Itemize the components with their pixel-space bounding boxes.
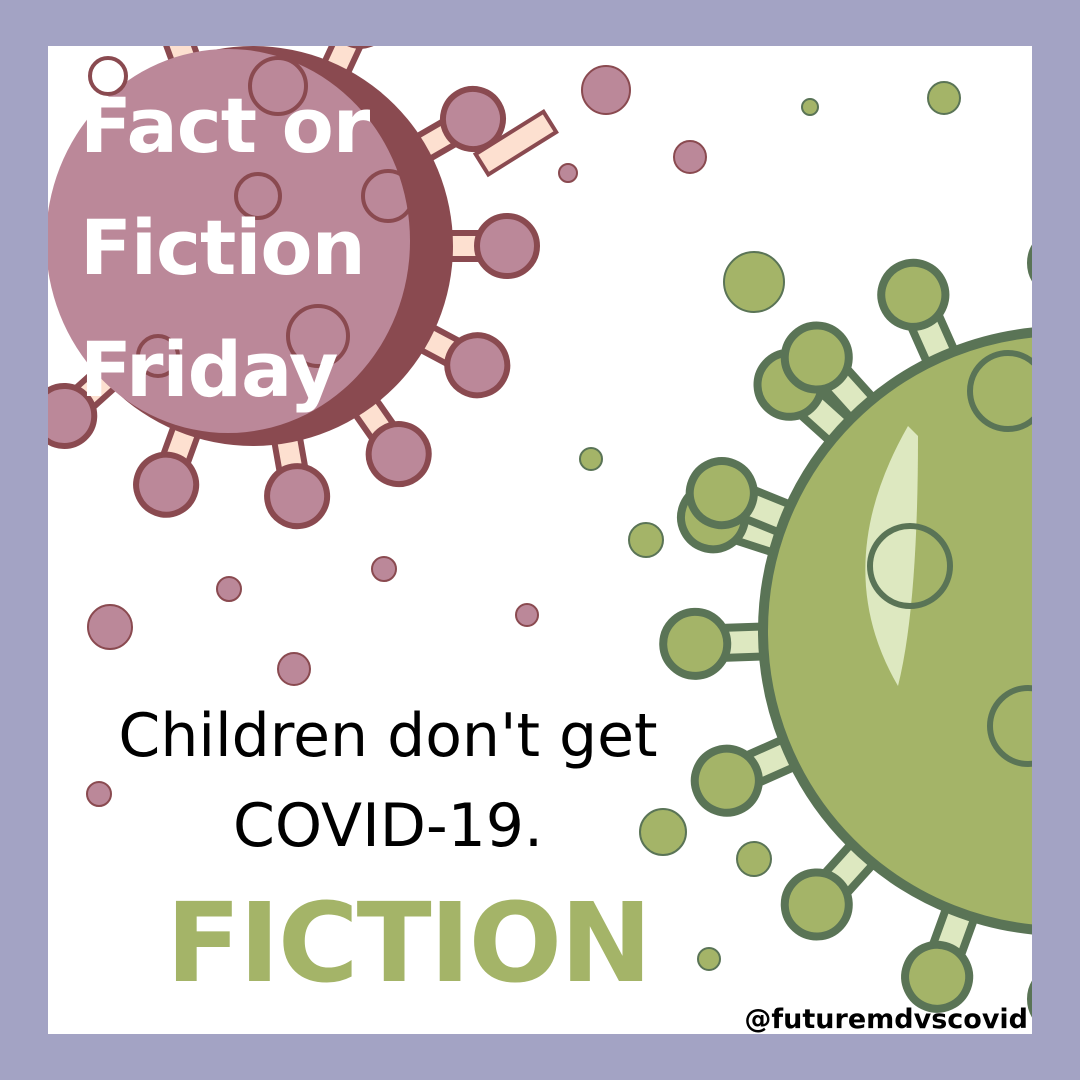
verdict-label: FICTION bbox=[165, 879, 652, 1007]
social-handle: @futuremdvscovid bbox=[744, 1004, 1028, 1034]
title-line-2: Fiction bbox=[80, 203, 366, 292]
title-line-3: Friday bbox=[80, 325, 338, 414]
statement-line-1: Children don't get bbox=[118, 701, 658, 771]
green-virus-icon bbox=[659, 244, 1032, 1018]
virus-illustration bbox=[48, 46, 1032, 1018]
pink-virus-icon bbox=[48, 46, 559, 530]
statement-line-2: COVID-19. bbox=[232, 791, 544, 861]
poster-panel: Fact or Fiction Friday Children don't ge… bbox=[48, 46, 1032, 1034]
pink-particles bbox=[86, 65, 707, 807]
green-particles bbox=[579, 81, 961, 971]
title-line-1: Fact or bbox=[80, 81, 370, 170]
